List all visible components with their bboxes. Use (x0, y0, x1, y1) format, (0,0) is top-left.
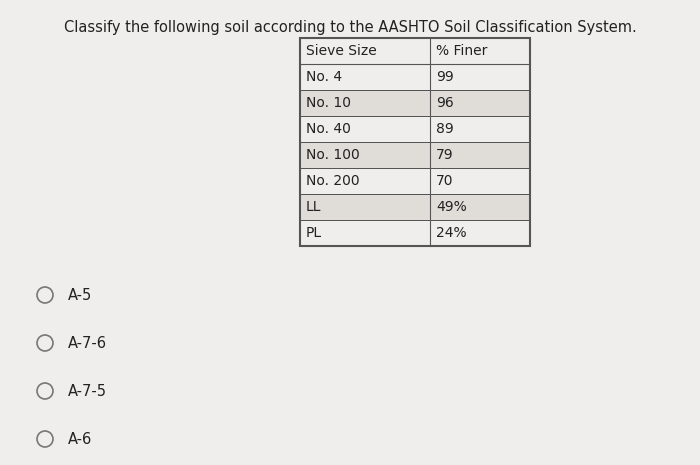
Bar (430, 168, 530, 194)
Text: 24%: 24% (436, 226, 467, 240)
Bar (430, 90, 530, 116)
Text: Classify the following soil according to the AASHTO Soil Classification System.: Classify the following soil according to… (64, 20, 636, 35)
Bar (300, 220, 430, 246)
Bar (300, 142, 430, 168)
Text: A-7-5: A-7-5 (68, 384, 107, 399)
Bar (430, 194, 530, 220)
Bar (300, 116, 430, 142)
Text: 96: 96 (436, 96, 454, 110)
Bar (300, 38, 430, 64)
Bar (430, 64, 530, 90)
Text: No. 4: No. 4 (306, 70, 342, 84)
Bar (300, 90, 430, 116)
Bar (300, 64, 430, 90)
Text: % Finer: % Finer (436, 44, 487, 58)
Bar (430, 142, 530, 168)
Bar (430, 220, 530, 246)
Bar (300, 64, 530, 90)
Text: A-6: A-6 (68, 432, 92, 446)
Bar (300, 38, 530, 246)
Text: No. 100: No. 100 (306, 148, 360, 162)
Bar (300, 168, 530, 194)
Text: A-5: A-5 (68, 287, 92, 303)
Text: 89: 89 (436, 122, 454, 136)
Bar (300, 168, 430, 194)
Text: 99: 99 (436, 70, 454, 84)
Text: PL: PL (306, 226, 322, 240)
Bar (300, 38, 530, 64)
Bar (300, 194, 530, 220)
Text: 49%: 49% (436, 200, 467, 214)
Text: Sieve Size: Sieve Size (306, 44, 377, 58)
Text: No. 10: No. 10 (306, 96, 351, 110)
Text: 79: 79 (436, 148, 454, 162)
Bar (300, 90, 530, 116)
Bar (300, 194, 430, 220)
Bar (430, 38, 530, 64)
Text: No. 40: No. 40 (306, 122, 351, 136)
Text: LL: LL (306, 200, 321, 214)
Text: A-7-6: A-7-6 (68, 336, 107, 351)
Bar (300, 116, 530, 142)
Bar (300, 220, 530, 246)
Text: No. 200: No. 200 (306, 174, 360, 188)
Bar (300, 142, 530, 168)
Bar (430, 116, 530, 142)
Text: 70: 70 (436, 174, 454, 188)
